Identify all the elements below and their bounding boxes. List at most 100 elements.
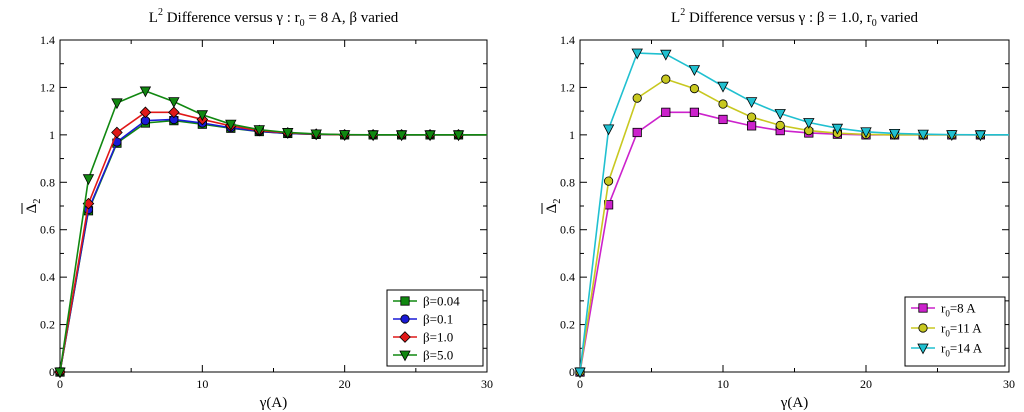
- y-tick-label: 1: [49, 128, 55, 142]
- x-tick-label: 30: [481, 377, 493, 391]
- y-tick-label: 0.8: [560, 175, 575, 189]
- chart-title: L2 Difference versus γ : β = 1.0, r0 var…: [671, 7, 918, 29]
- y-tick-label: 1.4: [40, 33, 55, 47]
- y-tick-label: 0: [569, 365, 575, 379]
- chart-1: 0 10 20 30 0 0.2 0.4 0.6 0.8 1 1.2 1.4 L2 Difference…: [21, 7, 493, 411]
- legend-marker: [917, 343, 929, 355]
- data-point: [661, 74, 671, 84]
- legend: r0=8 A r0=11 A r0=14 A: [904, 296, 1006, 367]
- data-point: [168, 97, 180, 109]
- data-point: [831, 123, 844, 135]
- series-line: [59, 90, 487, 373]
- data-point: [660, 49, 672, 61]
- data-point: [82, 174, 95, 186]
- y-tick-label: 0.8: [40, 175, 55, 189]
- y-axis-label: Δ2: [541, 199, 563, 214]
- data-point: [746, 112, 757, 122]
- data-point: [747, 121, 757, 131]
- data-point: [282, 128, 294, 139]
- y-tick-label: 0.2: [40, 318, 55, 332]
- y-tick-label: 0.6: [40, 223, 55, 237]
- data-point: [424, 130, 436, 142]
- data-point: [168, 106, 180, 119]
- data-point: [718, 114, 728, 125]
- y-axis-label-text: Δ2: [24, 199, 43, 214]
- data-point: [253, 125, 265, 137]
- data-point: [395, 130, 408, 142]
- data-point: [631, 48, 643, 60]
- legend-entry: r0=14 A: [911, 341, 983, 359]
- data-point: [661, 107, 671, 117]
- y-axis-label: Δ2: [21, 199, 43, 214]
- y-tick-label: 1.2: [560, 80, 575, 94]
- x-tick-label: 30: [1003, 377, 1015, 391]
- data-point: [574, 367, 586, 379]
- data-point: [946, 130, 958, 142]
- data-point: [917, 129, 929, 141]
- x-axis-label: γ(A): [780, 395, 808, 411]
- x-tick-label: 20: [860, 377, 872, 391]
- x-tick-label: 20: [339, 377, 351, 391]
- chart-2: 0 10 20 30 0 0.2 0.4 0.6 0.8 1 1.2 1.4 L2 Difference…: [541, 7, 1015, 411]
- legend-entry: r0=8 A: [911, 301, 976, 319]
- x-tick-label: 0: [577, 377, 583, 391]
- x-axis-label: γ(A): [259, 395, 287, 411]
- data-point: [717, 81, 729, 93]
- legend-marker: [400, 314, 410, 324]
- data-point: [310, 129, 322, 141]
- legend-marker: [399, 331, 411, 343]
- legend: β=0.04 β=0.1 β=1.0 β=5.0: [386, 289, 484, 367]
- series-line: [579, 52, 1009, 373]
- data-point: [632, 127, 642, 138]
- data-point: [139, 106, 152, 119]
- data-point: [54, 367, 66, 379]
- x-tick-label: 10: [196, 377, 208, 391]
- legend-marker: [399, 350, 411, 362]
- x-tick-label: 0: [57, 377, 63, 391]
- data-point: [452, 130, 465, 142]
- data-point: [603, 176, 614, 186]
- data-point: [689, 107, 700, 117]
- legend-label: r0=11 A: [941, 321, 982, 339]
- data-point: [196, 110, 209, 122]
- data-point: [602, 124, 615, 136]
- legend-marker: [918, 323, 928, 333]
- y-axis-label-text: Δ2: [544, 199, 563, 214]
- y-tick-label: 0.4: [40, 270, 55, 284]
- data-point: [718, 99, 728, 109]
- legend-entry: β=0.1: [393, 312, 453, 327]
- y-tick-label: 0.4: [560, 270, 575, 284]
- data-point: [974, 130, 987, 142]
- legend-label: β=0.04: [423, 294, 460, 309]
- data-point: [775, 120, 785, 130]
- legend-entry: β=5.0: [393, 348, 453, 363]
- y-tick-label: 0: [49, 365, 55, 379]
- y-tick-label: 0.2: [560, 318, 575, 332]
- legend-entry: β=0.04: [393, 294, 460, 309]
- data-point: [632, 93, 642, 103]
- data-point: [338, 130, 351, 142]
- data-point: [111, 98, 123, 110]
- legend-marker: [918, 303, 928, 313]
- data-point: [860, 127, 872, 139]
- data-point: [803, 118, 815, 129]
- data-point: [688, 65, 701, 77]
- legend-label: r0=14 A: [941, 341, 983, 359]
- data-point: [367, 130, 379, 142]
- legend-entry: β=1.0: [393, 330, 453, 345]
- legend-marker: [400, 296, 410, 306]
- data-point: [689, 84, 700, 94]
- series-r0=14 A: [574, 48, 1009, 379]
- y-tick-label: 1.4: [560, 33, 575, 47]
- legend-label: β=0.1: [423, 312, 453, 327]
- legend-entry: r0=11 A: [911, 321, 982, 339]
- legend-label: r0=8 A: [941, 301, 976, 319]
- data-point: [888, 129, 901, 140]
- y-tick-label: 1: [569, 128, 575, 142]
- x-tick-label: 10: [717, 377, 729, 391]
- data-point: [111, 126, 123, 139]
- y-tick-label: 0.6: [560, 223, 575, 237]
- legend-label: β=1.0: [423, 330, 453, 345]
- data-point: [225, 119, 237, 131]
